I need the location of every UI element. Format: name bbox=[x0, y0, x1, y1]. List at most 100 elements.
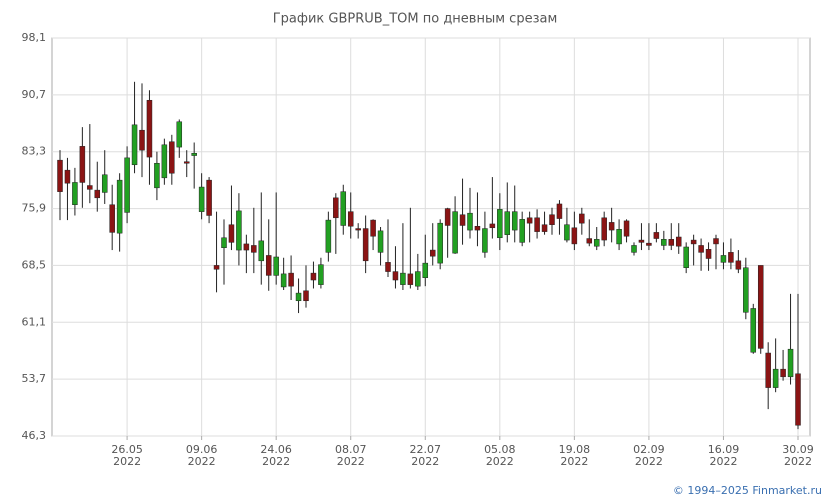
candle-body bbox=[564, 224, 570, 241]
x-tick-label: 05.08 bbox=[484, 443, 516, 456]
x-tick-label: 2022 bbox=[411, 455, 439, 468]
candle-body bbox=[124, 157, 130, 213]
x-tick-label: 22.07 bbox=[410, 443, 442, 456]
candle-body bbox=[452, 211, 458, 254]
candle-body bbox=[690, 239, 697, 245]
candle-body bbox=[57, 159, 63, 192]
candle-body bbox=[228, 224, 235, 243]
candle-body bbox=[116, 179, 123, 234]
candle-body bbox=[743, 267, 749, 313]
chart-title: График GBPRUB_TOM по дневным срезам bbox=[273, 12, 558, 27]
candle-body bbox=[437, 222, 443, 264]
candle-body bbox=[772, 368, 779, 388]
x-tick-label: 2022 bbox=[709, 455, 737, 468]
candle-body bbox=[787, 348, 794, 378]
candle-body bbox=[325, 219, 332, 253]
candle-body bbox=[511, 211, 518, 231]
candle-body bbox=[221, 237, 227, 249]
candle-body bbox=[720, 255, 727, 263]
candle-body bbox=[422, 262, 429, 278]
candle-body bbox=[258, 240, 265, 262]
candle-body bbox=[191, 153, 197, 156]
candle-body bbox=[750, 308, 757, 353]
candle-body bbox=[735, 260, 742, 270]
x-tick-label: 2022 bbox=[560, 455, 588, 468]
candle-body bbox=[780, 368, 786, 378]
candle-body bbox=[519, 219, 525, 243]
x-tick-label: 02.09 bbox=[633, 443, 665, 456]
plot-frame bbox=[51, 37, 811, 437]
candle-body bbox=[713, 238, 719, 245]
candle-body bbox=[385, 262, 391, 272]
candle-body bbox=[526, 217, 533, 224]
candle-body bbox=[87, 185, 93, 190]
candle-body bbox=[489, 223, 496, 229]
y-tick-label: 75,9 bbox=[22, 202, 47, 215]
candle-body bbox=[94, 189, 101, 199]
candle-body bbox=[646, 242, 652, 246]
candle-body bbox=[534, 217, 540, 232]
x-tick-label: 24.06 bbox=[260, 443, 292, 456]
candle-body bbox=[444, 208, 451, 226]
candle-body bbox=[295, 292, 302, 302]
candle-body bbox=[497, 209, 503, 239]
candle-body bbox=[705, 249, 712, 259]
candle-body bbox=[273, 256, 279, 276]
candle-body bbox=[661, 239, 667, 246]
candle-body bbox=[79, 146, 86, 183]
candle-body bbox=[459, 214, 466, 226]
candle-body bbox=[146, 99, 153, 158]
candle-body bbox=[318, 264, 324, 285]
candle-body bbox=[64, 169, 71, 184]
y-tick-label: 83,3 bbox=[22, 145, 47, 158]
y-tick-label: 90,7 bbox=[22, 88, 47, 101]
candle-body bbox=[139, 129, 145, 151]
candle-body bbox=[400, 272, 406, 285]
candle-body bbox=[586, 238, 593, 244]
candle-body bbox=[623, 220, 630, 237]
candle-body bbox=[280, 273, 287, 288]
candle-body bbox=[198, 186, 205, 212]
candle-body bbox=[347, 211, 354, 227]
candle-body bbox=[429, 249, 436, 257]
candle-body bbox=[571, 227, 578, 245]
candle-body bbox=[668, 239, 675, 246]
candle-body bbox=[549, 214, 555, 225]
candle-body bbox=[683, 246, 689, 268]
candle-body bbox=[131, 124, 138, 166]
candle-body bbox=[601, 217, 607, 241]
candle-body bbox=[482, 228, 488, 253]
candle-body bbox=[265, 255, 272, 276]
y-tick-label: 68,5 bbox=[22, 258, 47, 271]
x-tick-label: 08.07 bbox=[335, 443, 367, 456]
candle-body bbox=[176, 121, 183, 148]
candle-body bbox=[407, 273, 414, 285]
candle-body bbox=[154, 162, 160, 189]
candle-body bbox=[608, 222, 615, 231]
candle-body bbox=[504, 211, 511, 235]
candle-body bbox=[213, 265, 220, 270]
x-tick-label: 30.09 bbox=[782, 443, 814, 456]
y-tick-label: 61,1 bbox=[22, 315, 47, 328]
candle-body bbox=[556, 203, 563, 219]
x-tick-label: 2022 bbox=[784, 455, 812, 468]
x-tick-label: 2022 bbox=[262, 455, 290, 468]
candle-body bbox=[765, 352, 771, 388]
candle-body bbox=[243, 243, 250, 251]
candle-body bbox=[370, 219, 376, 237]
candle-body bbox=[333, 197, 339, 219]
x-tick-label: 2022 bbox=[188, 455, 216, 468]
candle-body bbox=[362, 228, 369, 262]
x-tick-label: 2022 bbox=[635, 455, 663, 468]
candle-body bbox=[698, 245, 704, 253]
candle-body bbox=[377, 230, 384, 253]
candle-body bbox=[355, 228, 361, 231]
candle-body bbox=[757, 265, 764, 349]
candle-body bbox=[109, 204, 115, 233]
candle-body bbox=[183, 161, 190, 164]
footer: © 1994–2025 Finmarket.ru bbox=[673, 484, 822, 497]
candle-body bbox=[101, 174, 108, 193]
candle-body bbox=[728, 252, 734, 263]
candle-body bbox=[638, 239, 645, 243]
